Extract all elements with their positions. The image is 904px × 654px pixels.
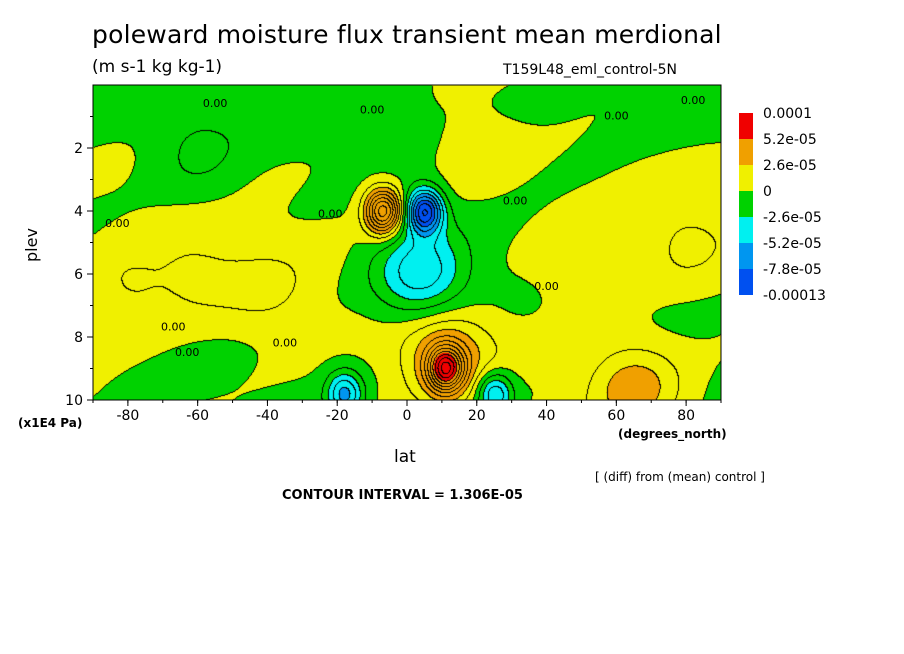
contour-label: 0.00	[175, 346, 200, 359]
legend-label: -0.00013	[763, 288, 826, 304]
legend-swatch	[739, 165, 753, 191]
legend-swatch	[739, 113, 753, 139]
y-tick-label: 6	[74, 267, 83, 283]
legend-swatch	[739, 269, 753, 295]
legend-swatch	[739, 217, 753, 243]
colorbar-legend: 0.0001 5.2e-05 2.6e-05 0 -2.6e-05 -5.2e-05 -7.…	[739, 106, 826, 304]
contour-label: 0.00	[534, 280, 559, 293]
diff-note: [ (diff) from (mean) control ]	[595, 470, 765, 484]
contour-label: 0.00	[105, 217, 130, 230]
contour-labels: 0.00 0.00 0.00 0.00 0.00 0.00 0.00 0.00 0.00 0.00…	[105, 94, 705, 359]
x-tick-label: -80	[116, 408, 139, 424]
x-tick-label: 80	[677, 408, 695, 424]
contour-label: 0.00	[503, 195, 528, 208]
legend-label: -5.2e-05	[763, 236, 822, 252]
x-tick-label: 0	[403, 408, 412, 424]
chart-units: (m s-1 kg kg-1)	[92, 57, 223, 77]
x-tick-label: 60	[607, 408, 625, 424]
legend-label: 2.6e-05	[763, 158, 817, 174]
chart-title: poleward moisture flux transient mean me…	[92, 20, 722, 49]
legend-label: 0	[763, 184, 772, 200]
legend-label: 0.0001	[763, 106, 812, 122]
x-axis-units: (degrees_north)	[618, 427, 727, 441]
contour-label: 0.00	[203, 97, 228, 110]
legend-label: 5.2e-05	[763, 132, 817, 148]
y-tick-label: 8	[74, 330, 83, 346]
x-tick-label: 40	[538, 408, 556, 424]
legend-swatch	[739, 191, 753, 217]
x-axis: -80 -60 -40 -20 0 20 40 60 80	[92, 400, 722, 424]
legend-swatch	[739, 139, 753, 165]
y-tick-label: 4	[74, 204, 83, 220]
y-tick-label: 2	[74, 141, 83, 157]
contour-label: 0.00	[161, 321, 186, 334]
legend-swatch	[739, 243, 753, 269]
y-axis: 2 4 6 8 10	[65, 116, 93, 409]
contour-interval: CONTOUR INTERVAL = 1.306E-05	[282, 488, 523, 503]
x-tick-label: 20	[468, 408, 486, 424]
contour-label: 0.00	[360, 103, 385, 116]
x-tick-label: -20	[326, 408, 349, 424]
contour-label: 0.00	[273, 336, 298, 349]
legend-label: -7.8e-05	[763, 262, 822, 278]
contour-label: 0.00	[681, 94, 706, 107]
legend-label: -2.6e-05	[763, 210, 822, 226]
heatmap-field	[93, 85, 721, 400]
contour-label: 0.00	[604, 110, 629, 123]
run-name: T159L48_eml_control-5N	[503, 62, 677, 78]
x-tick-label: -40	[256, 408, 279, 424]
x-axis-label: lat	[394, 447, 416, 467]
y-axis-label: plev	[22, 228, 41, 262]
x-tick-label: -60	[186, 408, 209, 424]
y-tick-label: 10	[65, 393, 83, 409]
y-axis-units: (x1E4 Pa)	[18, 416, 83, 430]
contour-label: 0.00	[318, 207, 343, 220]
